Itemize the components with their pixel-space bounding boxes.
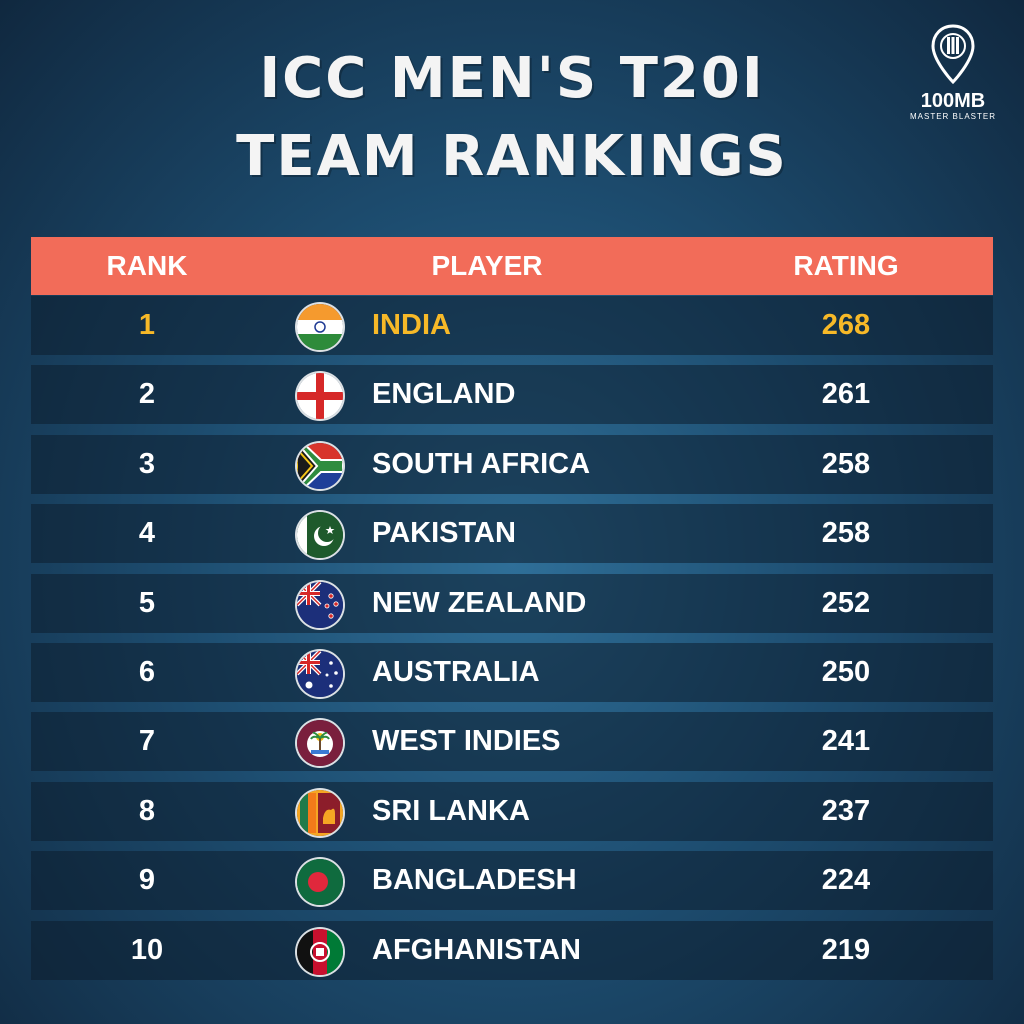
rank-cell: 3 xyxy=(138,447,156,480)
team-name: BANGLADESH xyxy=(372,864,577,897)
rating-cell: 241 xyxy=(821,725,871,758)
rating-cell: 268 xyxy=(821,309,871,341)
pakistan-flag-icon xyxy=(297,512,343,559)
rating-cell: 250 xyxy=(821,655,871,688)
title-line-1: ICC MEN'S T20I xyxy=(259,46,765,111)
table-row: 7 WEST INDIES 241 xyxy=(31,712,993,772)
england-flag-icon xyxy=(297,373,343,420)
rank-cell: 7 xyxy=(138,725,156,758)
table-row: 4 PAKISTAN 258 xyxy=(31,504,993,564)
team-name: INDIA xyxy=(372,309,451,341)
rating-cell: 258 xyxy=(821,517,871,550)
rank-cell: 4 xyxy=(138,517,156,550)
logo-name: 100MB xyxy=(920,90,986,112)
rank-cell: 9 xyxy=(138,864,156,897)
india-flag-icon xyxy=(297,304,343,350)
location-pin-cricket-icon xyxy=(931,24,975,85)
table-row: 9 BANGLADESH 224 xyxy=(31,851,993,911)
team-name: WEST INDIES xyxy=(372,725,561,758)
logo-tagline: MASTER BLASTER xyxy=(909,112,996,121)
team-name: NEW ZEALAND xyxy=(372,586,587,619)
table-header: RANK PLAYER RATING xyxy=(31,237,993,295)
team-name: ENGLAND xyxy=(372,378,516,411)
page-title: ICC MEN'S T20I TEAM RANKINGS xyxy=(0,40,1024,196)
bangladesh-flag-icon xyxy=(297,859,343,906)
team-name: SRI LANKA xyxy=(372,794,530,827)
team-name: AFGHANISTAN xyxy=(372,933,581,966)
rating-cell: 224 xyxy=(821,864,871,897)
header-player: PLAYER xyxy=(431,250,543,281)
rating-cell: 261 xyxy=(821,378,871,411)
table-row: 8 SRI LANKA 237 xyxy=(31,781,993,841)
south-africa-flag-icon xyxy=(297,442,343,489)
brand-logo: 100MB MASTER BLASTER xyxy=(902,24,1004,134)
west-indies-flag-icon xyxy=(297,720,343,767)
table-row: 10 AFGHANISTAN 219 xyxy=(31,920,993,980)
rating-cell: 237 xyxy=(821,794,871,827)
rating-cell: 219 xyxy=(821,933,871,966)
rating-cell: 258 xyxy=(821,447,871,480)
rank-cell: 6 xyxy=(138,655,156,688)
rankings-table: 1 INDIA 268 2 ENGLAND 261 3 xyxy=(31,296,993,990)
table-row: 2 ENGLAND 261 xyxy=(31,365,993,425)
rank-cell: 5 xyxy=(138,586,156,619)
sri-lanka-flag-icon xyxy=(297,789,343,836)
team-name: AUSTRALIA xyxy=(372,655,540,688)
title-line-2: TEAM RANKINGS xyxy=(236,124,788,189)
rank-cell: 8 xyxy=(138,794,156,827)
table-row: 5 NEW ZEALAND 252 xyxy=(31,573,993,633)
table-row: 6 AUSTRALIA 250 xyxy=(31,642,993,702)
new-zealand-flag-icon xyxy=(297,581,343,628)
team-name: PAKISTAN xyxy=(372,517,516,550)
rating-cell: 252 xyxy=(821,586,871,619)
header-rating: RATING xyxy=(793,250,899,281)
australia-flag-icon xyxy=(297,650,343,697)
rank-cell: 2 xyxy=(138,378,156,411)
rank-cell: 10 xyxy=(130,933,164,966)
header-rank: RANK xyxy=(106,250,188,281)
team-name: SOUTH AFRICA xyxy=(372,447,591,480)
rank-cell: 1 xyxy=(138,309,156,341)
table-row: 3 SOUTH AFRICA 258 xyxy=(31,434,993,494)
afghanistan-flag-icon xyxy=(297,928,343,975)
table-row: 1 INDIA 268 xyxy=(31,296,993,355)
